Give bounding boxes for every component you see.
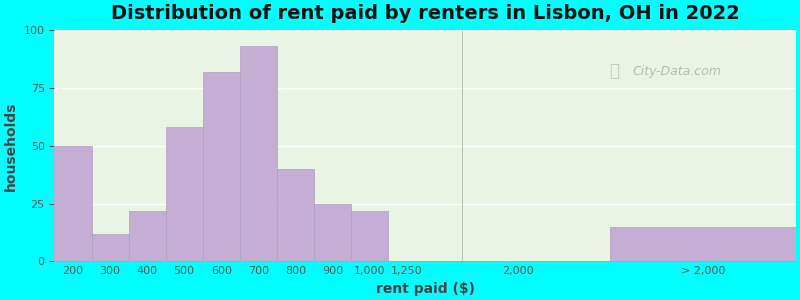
Bar: [202, 72, 240, 261]
X-axis label: rent paid ($): rent paid ($): [376, 282, 474, 296]
Bar: [54, 146, 91, 261]
Text: City-Data.com: City-Data.com: [633, 65, 722, 78]
Bar: [240, 46, 277, 261]
Bar: [277, 169, 314, 261]
Bar: [610, 227, 796, 261]
Bar: [166, 128, 202, 261]
Bar: [314, 204, 351, 261]
Y-axis label: households: households: [4, 101, 18, 190]
Bar: [91, 234, 129, 261]
Text: Ⓜ: Ⓜ: [609, 62, 619, 80]
Title: Distribution of rent paid by renters in Lisbon, OH in 2022: Distribution of rent paid by renters in …: [110, 4, 739, 23]
Bar: [129, 211, 166, 261]
Bar: [351, 211, 388, 261]
